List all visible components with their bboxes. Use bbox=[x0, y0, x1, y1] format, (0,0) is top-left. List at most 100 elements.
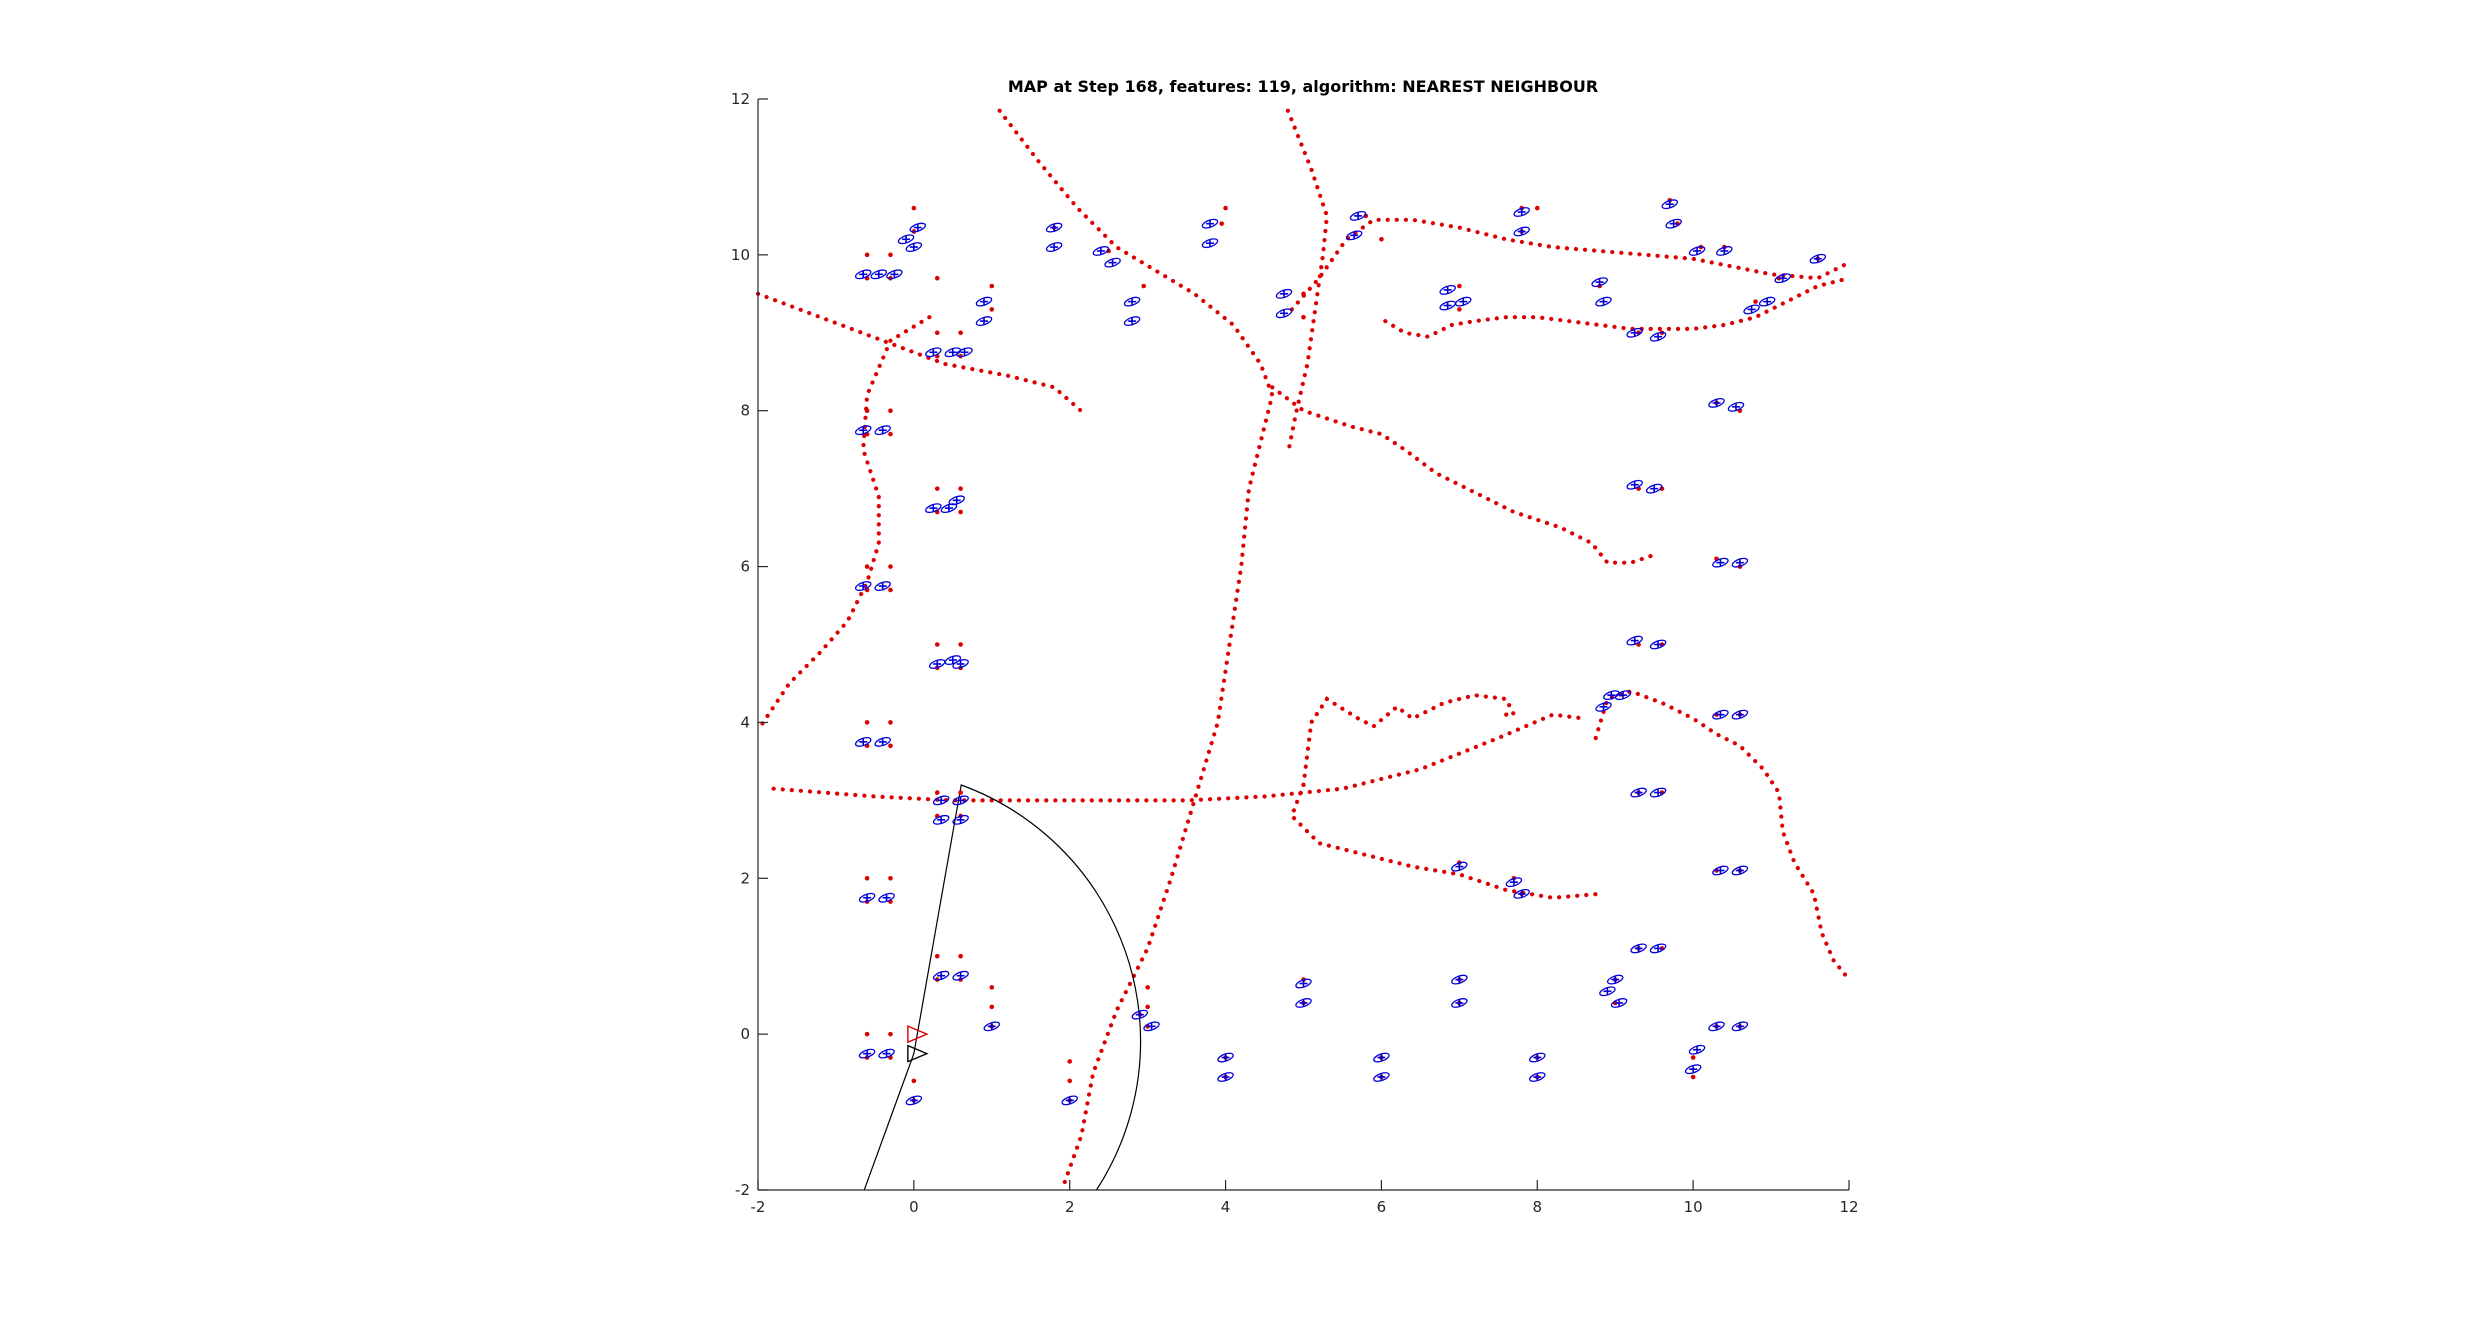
true-landmark-83 bbox=[1301, 314, 1306, 320]
estimated-landmark-37 bbox=[1061, 1095, 1078, 1106]
true-landmark-33 bbox=[934, 790, 940, 795]
sensor-range-layer bbox=[863, 784, 1142, 1190]
estimated-landmark-95 bbox=[1649, 787, 1667, 798]
estimated-landmark-18 bbox=[928, 659, 946, 669]
estimated-landmark-17 bbox=[874, 581, 891, 591]
true-landmark-20 bbox=[958, 509, 963, 515]
true-landmark-29 bbox=[864, 720, 870, 725]
estimated-landmark-21 bbox=[854, 736, 872, 747]
true-landmark-38 bbox=[888, 875, 893, 881]
estimated-landmark-52 bbox=[1684, 1064, 1702, 1075]
true-landmark-41 bbox=[934, 953, 940, 959]
estimated-landmark-68 bbox=[1439, 300, 1456, 311]
true-landmark-73 bbox=[1690, 1055, 1696, 1060]
x-tick-label-6: 10 bbox=[1684, 1198, 1703, 1216]
true-landmark-45 bbox=[989, 985, 995, 990]
estimated-landmark-38 bbox=[1217, 1052, 1234, 1063]
estimated-landmark-22 bbox=[874, 736, 891, 747]
estimated-landmark-56 bbox=[1045, 222, 1063, 233]
x-tick-label-7: 12 bbox=[1839, 1198, 1858, 1216]
true-landmark-24 bbox=[888, 587, 893, 593]
true-landmark-13 bbox=[864, 408, 870, 414]
estimated-landmark-25 bbox=[932, 814, 950, 825]
trajectory-5 bbox=[1289, 217, 1852, 312]
estimated-landmark-76 bbox=[1688, 246, 1706, 256]
estimated-landmark-43 bbox=[1373, 1072, 1390, 1082]
trajectory-7 bbox=[1270, 385, 1657, 565]
estimated-landmark-24 bbox=[952, 795, 969, 806]
true-landmark-59 bbox=[1067, 1078, 1073, 1084]
estimated-landmark-86 bbox=[1626, 479, 1643, 490]
true-landmark-87 bbox=[1534, 205, 1540, 211]
estimated-landmark-103 bbox=[1595, 701, 1612, 712]
estimated-landmark-41 bbox=[1295, 998, 1312, 1008]
estimated-landmark-44 bbox=[1451, 974, 1468, 985]
estimated-landmark-15 bbox=[948, 495, 965, 506]
true-landmark-80 bbox=[1219, 221, 1224, 226]
estimated-landmark-4 bbox=[897, 234, 915, 245]
true-landmark-8 bbox=[958, 330, 963, 336]
trajectory-2 bbox=[755, 291, 1088, 417]
x-tick-label-0: -2 bbox=[751, 1198, 766, 1216]
true-landmark-49 bbox=[1145, 1004, 1150, 1010]
estimated-landmark-6 bbox=[925, 347, 942, 358]
y-tick-label-5: 8 bbox=[740, 402, 750, 420]
x-tick-label-4: 6 bbox=[1377, 1198, 1387, 1216]
estimated-landmark-53 bbox=[1708, 1021, 1725, 1032]
true-landmark-16 bbox=[888, 431, 893, 437]
estimated-landmark-20 bbox=[952, 659, 969, 669]
true-landmark-22 bbox=[888, 564, 893, 569]
true-landmark-17 bbox=[934, 486, 940, 491]
estimated-landmark-80 bbox=[1774, 273, 1792, 284]
estimated-landmark-69 bbox=[1454, 296, 1472, 307]
estimated-landmark-98 bbox=[1630, 943, 1647, 954]
estimated-landmark-74 bbox=[1661, 199, 1679, 210]
estimated-landmark-91 bbox=[1649, 639, 1667, 650]
chart-title: MAP at Step 168, features: 119, algorith… bbox=[1008, 77, 1598, 96]
true-landmark-52 bbox=[864, 1031, 870, 1037]
estimated-landmark-90 bbox=[1626, 635, 1643, 646]
true-landmark-37 bbox=[864, 875, 870, 881]
estimated-landmark-27 bbox=[858, 892, 876, 903]
estimated-landmark-71 bbox=[1513, 226, 1530, 237]
estimated-landmark-81 bbox=[1809, 253, 1827, 264]
estimated-landmark-63 bbox=[1275, 288, 1293, 299]
true-landmark-0 bbox=[864, 252, 870, 258]
estimated-landmark-79 bbox=[1758, 296, 1776, 307]
trajectory-6 bbox=[1383, 276, 1852, 339]
true-landmark-58 bbox=[1067, 1059, 1073, 1064]
estimated-landmark-70 bbox=[1513, 207, 1530, 217]
true-landmark-96 bbox=[1753, 299, 1758, 304]
estimated-landmark-26 bbox=[952, 814, 969, 825]
estimated-landmark-60 bbox=[1123, 316, 1141, 327]
estimated-landmark-101 bbox=[1505, 877, 1523, 888]
estimated-landmark-65 bbox=[1345, 230, 1363, 241]
estimated-landmark-10 bbox=[975, 296, 993, 307]
estimated-landmark-83 bbox=[1649, 331, 1667, 342]
estimated-landmark-54 bbox=[1731, 1021, 1749, 1032]
true-landmark-30 bbox=[888, 720, 893, 725]
estimated-landmark-99 bbox=[1649, 943, 1667, 954]
estimated-landmark-11 bbox=[854, 425, 872, 436]
estimated-landmark-layer bbox=[854, 199, 1827, 1106]
y-tick-label-0: -2 bbox=[735, 1181, 750, 1199]
estimated-landmark-29 bbox=[932, 970, 950, 981]
estimated-landmark-32 bbox=[1143, 1021, 1160, 1032]
estimated-landmark-58 bbox=[1104, 257, 1121, 268]
true-landmark-90 bbox=[1457, 307, 1462, 312]
estimated-landmark-50 bbox=[1606, 974, 1624, 985]
x-tick-label-2: 2 bbox=[1065, 1198, 1075, 1216]
estimated-landmark-1 bbox=[870, 269, 888, 280]
true-landmark-layer bbox=[864, 198, 1821, 1103]
estimated-landmark-59 bbox=[1123, 296, 1141, 307]
true-landmark-5 bbox=[911, 205, 917, 211]
estimated-landmark-104 bbox=[1603, 690, 1620, 701]
estimated-landmark-48 bbox=[1599, 986, 1616, 997]
true-landmark-79 bbox=[1141, 283, 1147, 289]
estimated-landmark-67 bbox=[1439, 284, 1456, 295]
estimated-landmark-0 bbox=[854, 269, 872, 280]
true-landmark-85 bbox=[1379, 236, 1384, 242]
estimated-landmark-13 bbox=[925, 503, 942, 514]
estimated-landmark-3 bbox=[905, 242, 923, 252]
estimated-landmark-72 bbox=[1591, 277, 1608, 288]
